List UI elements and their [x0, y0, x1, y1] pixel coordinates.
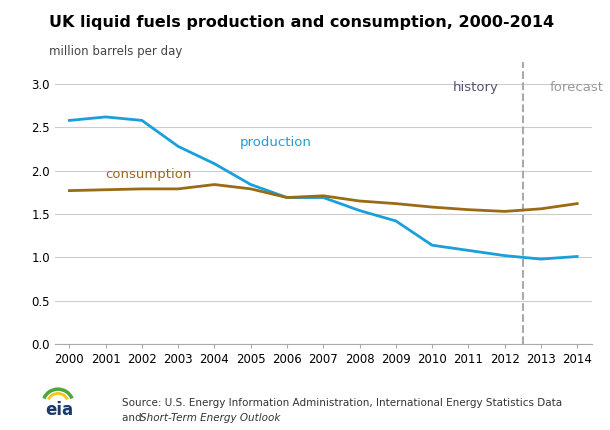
Text: consumption: consumption [106, 168, 192, 181]
Text: forecast: forecast [550, 81, 604, 95]
Text: history: history [453, 81, 498, 95]
Text: production: production [240, 136, 312, 149]
Text: million barrels per day: million barrels per day [49, 45, 182, 58]
Text: UK liquid fuels production and consumption, 2000-2014: UK liquid fuels production and consumpti… [49, 15, 554, 30]
Text: eia: eia [46, 401, 74, 419]
Text: Short-Term Energy Outlook: Short-Term Energy Outlook [140, 413, 281, 423]
Text: Source: U.S. Energy Information Administration, International Energy Statistics : Source: U.S. Energy Information Administ… [122, 398, 562, 408]
Text: and: and [122, 413, 145, 423]
